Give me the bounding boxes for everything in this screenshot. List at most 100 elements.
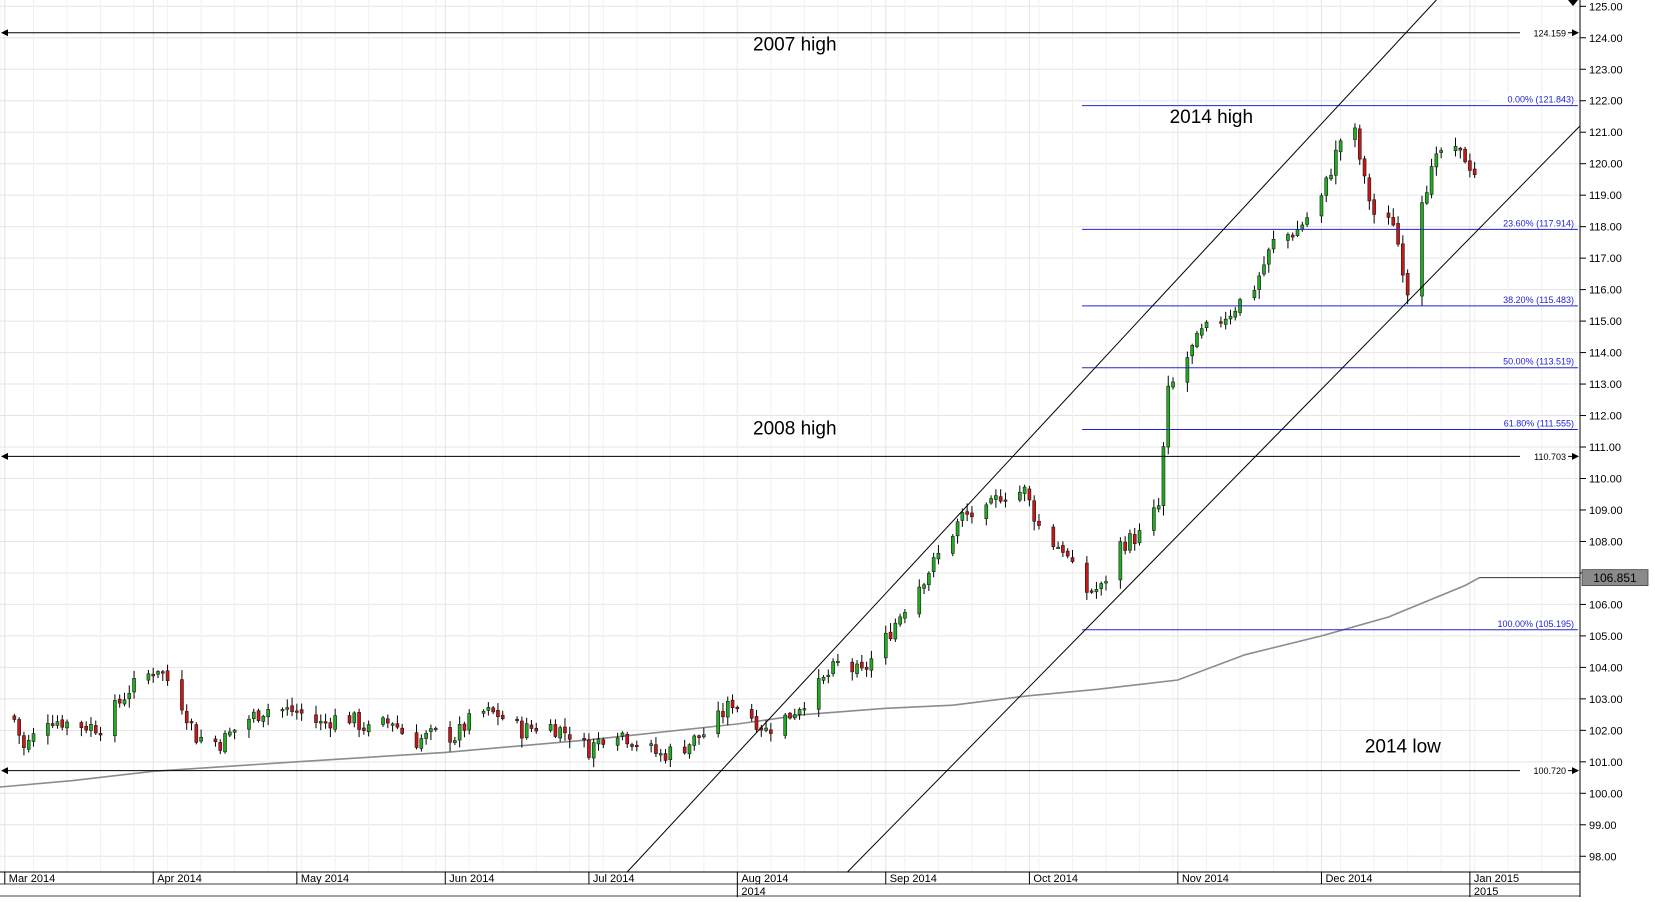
year-label: 2014 — [741, 886, 765, 897]
candle-body — [1219, 321, 1223, 324]
level-arrow-right — [1572, 767, 1579, 775]
candle-body — [826, 674, 831, 677]
trend-channel — [626, 0, 1580, 872]
candle-body — [950, 536, 955, 554]
candle-body — [1156, 505, 1161, 510]
candle-body — [1022, 486, 1027, 494]
candle-body — [1405, 273, 1410, 296]
candle-body — [860, 661, 864, 669]
candle-body — [1003, 499, 1008, 502]
candle-body — [414, 732, 419, 748]
channel-line — [626, 0, 1437, 872]
candle-body — [362, 727, 366, 731]
candle-body — [1161, 446, 1166, 506]
candles — [12, 123, 1477, 768]
candle-body — [266, 709, 270, 718]
candle-body — [850, 661, 855, 673]
candle-body — [582, 738, 586, 741]
candle-body — [529, 724, 534, 729]
candle-body — [256, 710, 261, 721]
candle-body — [93, 725, 98, 734]
candle-body — [998, 496, 1003, 502]
candle-body — [1362, 158, 1367, 177]
candle-body — [314, 714, 318, 723]
candle-body — [563, 726, 567, 734]
year-label: 2015 — [1474, 886, 1498, 897]
candle-body — [735, 706, 740, 710]
candle-body — [883, 632, 888, 659]
y-tick-label: 101.00 — [1589, 757, 1623, 769]
candle-body — [462, 723, 467, 731]
candle-body — [989, 498, 993, 504]
y-tick-label: 109.00 — [1589, 505, 1623, 517]
candle-body — [965, 511, 969, 515]
x-tick-label: Aug 2014 — [741, 873, 788, 885]
candle-body — [453, 740, 457, 744]
candle-body — [1300, 224, 1305, 230]
fib-label-bg — [1490, 617, 1574, 629]
candle-body — [1472, 168, 1477, 175]
candle-body — [725, 701, 730, 718]
candle-body — [783, 714, 788, 736]
candle-body — [22, 735, 26, 748]
candle-body — [898, 616, 902, 625]
x-tick-label: Dec 2014 — [1325, 873, 1372, 885]
candle-body — [1051, 526, 1056, 547]
candle-body — [697, 735, 701, 738]
candle-body — [558, 727, 562, 739]
x-tick-label: Jan 2015 — [1474, 873, 1519, 885]
level-arrow-right — [1572, 452, 1579, 460]
fib-label-bg — [1490, 417, 1574, 429]
fib-label: 50.00% (113.519) — [1503, 357, 1574, 367]
candle-body — [491, 707, 495, 713]
candle-body — [634, 744, 639, 748]
candle-body — [927, 573, 931, 586]
y-tick-label: 102.00 — [1589, 725, 1623, 737]
candle-body — [903, 612, 907, 619]
candle-body — [587, 739, 591, 758]
y-tick-label: 120.00 — [1589, 159, 1623, 171]
candle-body — [1027, 488, 1032, 501]
candle-body — [1132, 534, 1137, 545]
candle-body — [1334, 149, 1338, 176]
candle-body — [1420, 202, 1424, 297]
candle-body — [424, 732, 428, 739]
candle-body — [1266, 249, 1271, 265]
level-arrow-left — [1, 767, 8, 775]
candle-body — [1118, 541, 1123, 581]
candle-body — [1319, 195, 1324, 217]
candle-body — [1468, 160, 1472, 171]
candle-body — [821, 676, 826, 681]
x-tick-label: Jun 2014 — [449, 873, 494, 885]
candle-body — [199, 736, 203, 742]
candle-body — [855, 663, 859, 675]
candle-body — [1372, 199, 1376, 215]
level-arrow-left — [1, 29, 8, 37]
candle-body — [347, 715, 352, 724]
candle-body — [50, 723, 55, 726]
ma-value-label: 106.851 — [1593, 571, 1637, 585]
candle-body — [160, 671, 165, 674]
candle-body — [1128, 533, 1132, 551]
candle-body — [419, 738, 424, 749]
candle-body — [381, 717, 385, 725]
candle-body — [931, 557, 936, 572]
candle-body — [1065, 550, 1070, 557]
candle-body — [79, 722, 84, 728]
candle-body — [1357, 128, 1362, 160]
candle-body — [1463, 148, 1467, 163]
y-tick-label: 122.00 — [1589, 96, 1623, 108]
candle-body — [1353, 127, 1357, 140]
y-tick-label: 117.00 — [1589, 253, 1622, 265]
x-tick-label: Oct 2014 — [1033, 873, 1078, 885]
level-label-bg — [1520, 26, 1568, 39]
candle-body — [567, 734, 572, 740]
candle-body — [960, 512, 965, 521]
candle-body — [500, 715, 505, 719]
candle-body — [386, 718, 390, 724]
y-tick-label: 115.00 — [1589, 316, 1622, 328]
candle-body — [333, 715, 337, 730]
candle-body — [515, 718, 519, 722]
candle-body — [630, 744, 634, 747]
